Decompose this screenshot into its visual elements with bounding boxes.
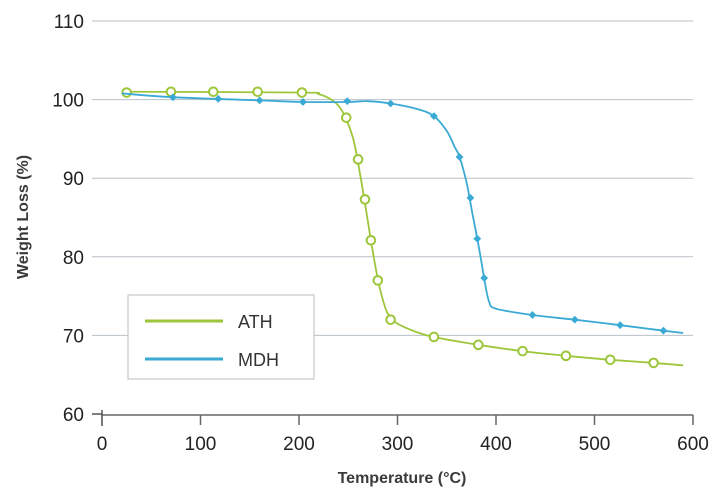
point-mdh-6 <box>430 112 438 121</box>
point-mdh-2 <box>255 96 264 105</box>
x-tick-label-200: 200 <box>283 434 315 455</box>
y-tick-label-70: 70 <box>63 326 84 347</box>
point-ath-11 <box>428 331 440 343</box>
point-ath-14 <box>560 350 572 362</box>
point-ath-7 <box>359 194 371 205</box>
point-ath-13 <box>517 345 528 357</box>
legend: ATH MDH <box>127 294 315 380</box>
point-ath-9 <box>372 275 384 286</box>
point-ath-0 <box>121 87 132 98</box>
point-ath-5 <box>340 112 352 123</box>
point-ath-6 <box>352 154 364 165</box>
x-tick-label-600: 600 <box>677 434 709 455</box>
y-tick-label-80: 80 <box>63 248 84 269</box>
point-mdh-3 <box>299 98 307 106</box>
x-tick-label-400: 400 <box>480 434 512 455</box>
y-tick-label-60: 60 <box>63 405 84 426</box>
y-tick-label-110: 110 <box>54 12 84 33</box>
point-mdh-9 <box>473 234 482 243</box>
point-ath-3 <box>252 86 263 98</box>
x-tick-label-300: 300 <box>382 434 414 455</box>
x-axis-title: Temperature (°C) <box>338 470 467 487</box>
legend-label-mdh: MDH <box>238 350 279 370</box>
point-ath-4 <box>296 87 308 98</box>
x-tick-label-0: 0 <box>97 434 108 455</box>
x-ticks <box>101 415 694 425</box>
point-ath-12 <box>472 339 484 351</box>
y-tick-labels: 60 70 80 90 100 110 <box>52 12 84 426</box>
point-mdh-0 <box>169 93 177 102</box>
point-ath-16 <box>648 357 659 369</box>
series-line-ath <box>121 90 684 367</box>
point-mdh-10 <box>480 274 489 282</box>
point-mdh-13 <box>616 321 625 330</box>
point-ath-10 <box>385 314 396 325</box>
point-mdh-11 <box>528 311 537 319</box>
legend-label-ath: ATH <box>238 312 273 332</box>
point-mdh-14 <box>659 326 668 335</box>
y-tick-label-90: 90 <box>63 169 84 190</box>
point-mdh-5 <box>386 99 395 108</box>
y-axis-title: Weight Loss (%) <box>15 155 32 279</box>
point-mdh-1 <box>214 94 223 103</box>
series-mdh <box>121 92 684 335</box>
legend-box <box>127 294 315 380</box>
point-mdh-8 <box>466 193 475 202</box>
series-layer <box>121 86 684 369</box>
point-ath-8 <box>365 234 377 246</box>
y-tick-label-100: 100 <box>52 91 84 112</box>
point-mdh-4 <box>343 97 352 106</box>
x-tick-label-100: 100 <box>185 434 217 455</box>
x-tick-labels: 0 100 200 300 400 500 600 <box>97 434 709 455</box>
point-mdh-12 <box>570 315 579 324</box>
point-mdh-7 <box>455 153 464 161</box>
point-ath-15 <box>604 354 616 366</box>
point-ath-2 <box>208 86 219 98</box>
x-tick-label-500: 500 <box>579 434 611 455</box>
